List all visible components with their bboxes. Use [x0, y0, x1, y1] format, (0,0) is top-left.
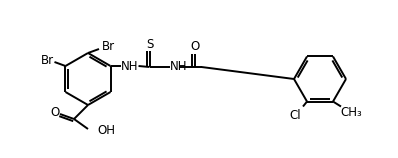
- Text: O: O: [51, 106, 60, 119]
- Text: Br: Br: [101, 40, 115, 54]
- Text: O: O: [190, 40, 199, 54]
- Text: NH: NH: [170, 61, 187, 73]
- Text: Br: Br: [41, 54, 54, 67]
- Text: Cl: Cl: [289, 109, 301, 122]
- Text: CH₃: CH₃: [340, 106, 362, 119]
- Text: OH: OH: [97, 125, 115, 137]
- Text: S: S: [146, 37, 153, 51]
- Text: NH: NH: [121, 60, 138, 73]
